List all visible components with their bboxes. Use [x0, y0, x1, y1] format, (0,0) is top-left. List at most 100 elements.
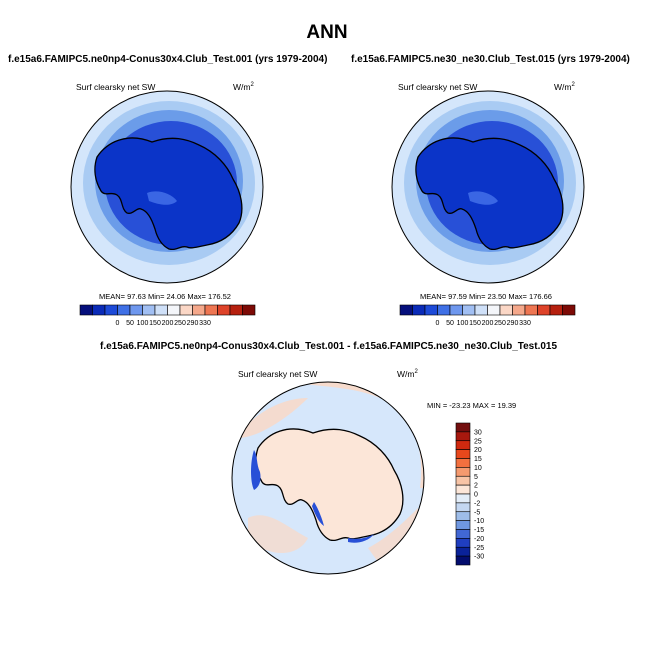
panel1-colorbar-tick-label: 50 [126, 320, 134, 327]
panel3-positive-region-west [238, 398, 308, 438]
panel3-colorbar-tick-label: -5 [474, 509, 480, 516]
panel3-colorbar-tick-label: -25 [474, 545, 484, 552]
panel2-colorbar-box [437, 304, 451, 316]
panel2-colorbar-tick-label: 330 [519, 320, 531, 327]
panel3-colorbar-box [455, 475, 471, 486]
panel2-colorbar-box [512, 304, 526, 316]
panel2-ice-shelf [468, 191, 498, 205]
panel2-variable-label: Surf clearsky net SW [398, 82, 478, 92]
panel3-colorbar-box [455, 431, 471, 442]
panel3-colorbar-tick-label: -10 [474, 518, 484, 525]
panel1-map [71, 91, 263, 283]
panel1-colorbar-box [204, 304, 218, 316]
panel1-colorbar-tick-label: 330 [199, 320, 211, 327]
panel3-colorbar-tick-label: 10 [474, 465, 482, 472]
panel2-colorbar-tick-label: 50 [446, 320, 454, 327]
panel2-map [392, 91, 584, 283]
panel1-case-title: f.e15a6.FAMIPC5.ne0np4-Conus30x4.Club_Te… [8, 54, 328, 65]
panel2-stats: MEAN= 97.59 Min= 23.50 Max= 176.66 [420, 292, 552, 301]
panel3-colorbar-box [455, 502, 471, 513]
panel2-units-label: W/m2 [554, 82, 575, 92]
panel2-colorbar-tick-label: 290 [507, 320, 519, 327]
panel1-variable-label: Surf clearsky net SW [76, 82, 156, 92]
panel3-colorbar-box [455, 555, 471, 566]
panel2-colorbar-box [474, 304, 488, 316]
panel2-colorbar-box [424, 304, 438, 316]
panel2-colorbar-box [537, 304, 551, 316]
panel1-colorbar: 0 50 100 150 200 250 290 330 [79, 304, 256, 327]
panel3-variable-label: Surf clearsky net SW [238, 369, 318, 379]
panel2-colorbar-box [487, 304, 501, 316]
panel3-colorbar-tick-label: -15 [474, 527, 484, 534]
panel2-colorbar-box [524, 304, 538, 316]
panel3-colorbar-box [455, 422, 471, 433]
panel1-colorbar-box [117, 304, 131, 316]
panel1-map-border [70, 90, 264, 284]
panel2-colorbar-box [499, 304, 513, 316]
panel2-colorbar-box [462, 304, 476, 316]
panel1-colorbar-box [192, 304, 206, 316]
panel2-colorbar-tick-label: 250 [494, 320, 506, 327]
panel1-colorbar-tick-label: 0 [116, 320, 120, 327]
panel3-map-border [231, 381, 425, 575]
panel3-colorbar-tick-label: 25 [474, 438, 482, 445]
panel3-colorbar-tick-label: 0 [474, 492, 478, 499]
panel1-colorbar-box [179, 304, 193, 316]
panel3-colorbar-tick-label: 20 [474, 447, 482, 454]
page-title: ANN [306, 22, 348, 43]
panel2-colorbar-box [562, 304, 576, 316]
panel1-colorbar-tick-label: 250 [174, 320, 186, 327]
panel3-positive-region-south [248, 515, 308, 553]
panel2-colorbar-box [449, 304, 463, 316]
panel3-negative-coast-west [251, 450, 261, 490]
panel3-colorbar-box [455, 546, 471, 557]
panel2-map-border [391, 90, 585, 284]
panel1-colorbar-box [129, 304, 143, 316]
panel3-colorbar-box [455, 484, 471, 495]
panel1-colorbar-box [167, 304, 181, 316]
panel1-colorbar-tick-label: 290 [187, 320, 199, 327]
panel2-colorbar-tick-label: 0 [436, 320, 440, 327]
panel3-colorbar-box [455, 520, 471, 530]
panel3-colorbar-tick-label: -2 [474, 500, 480, 507]
panel3-colorbar-box [455, 493, 471, 504]
panel2-colorbar-tick-label: 150 [469, 320, 481, 327]
panel3-colorbar-tick-label: 15 [474, 456, 482, 463]
panel1-ice-shelf [147, 191, 177, 205]
panel2-case-title: f.e15a6.FAMIPC5.ne30_ne30.Club_Test.015 … [351, 54, 630, 65]
panel3-negative-coast-south [348, 534, 374, 543]
panel3-colorbar-box [455, 538, 471, 548]
panel1-colorbar-box [142, 304, 156, 316]
panel1-colorbar-box [79, 304, 93, 316]
panel2-colorbar-tick-label: 200 [482, 320, 494, 327]
panel1-colorbar-box [154, 304, 168, 316]
panel3-colorbar-box [455, 467, 471, 477]
panel1-colorbar-box [242, 304, 256, 316]
panel3-negative-coast-peninsula [312, 502, 324, 526]
panel2-colorbar-tick-label: 100 [457, 320, 469, 327]
panel3-units-label: W/m2 [397, 369, 418, 379]
panel3-colorbar-tick-label: 5 [474, 474, 478, 481]
panel1-colorbar-box [229, 304, 243, 316]
panel3-colorbar-tick-label: -20 [474, 536, 484, 543]
panel3-colorbar-box [455, 458, 471, 468]
panel1-colorbar-box [104, 304, 118, 316]
panel2-colorbar-box [412, 304, 426, 316]
panel3-map [232, 382, 424, 574]
panel2-colorbar-box [399, 304, 413, 316]
panel3-colorbar-tick-label: 2 [474, 483, 478, 490]
panel3-colorbar-box [455, 511, 471, 521]
panel3-colorbar-tick-label: 30 [474, 429, 482, 436]
panel3-colorbar-box [455, 529, 471, 539]
panel1-colorbar-tick-label: 100 [137, 320, 149, 327]
panel1-colorbar-tick-label: 150 [149, 320, 161, 327]
panel3-stats: MIN = -23.23 MAX = 19.39 [427, 401, 517, 410]
panel3-positive-region-east [368, 508, 419, 562]
panel2-colorbar-box [549, 304, 563, 316]
panel1-colorbar-box [217, 304, 231, 316]
panel3-colorbar-box [455, 449, 471, 459]
panel3-diff-title: f.e15a6.FAMIPC5.ne0np4-Conus30x4.Club_Te… [100, 341, 558, 352]
panel1-units-label: W/m2 [233, 82, 254, 92]
